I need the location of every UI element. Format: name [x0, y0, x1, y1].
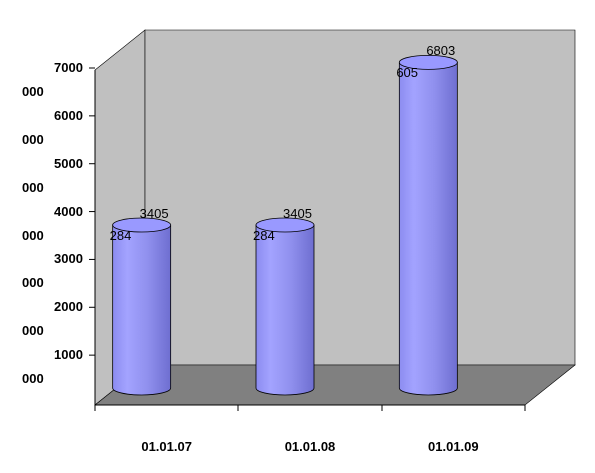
y-tick-label: 2000 000: [22, 299, 83, 339]
x-tick-label: 01.01.07: [141, 439, 192, 454]
y-tick-label: 1000 000: [22, 347, 83, 387]
value-label: 3405 284: [253, 206, 312, 244]
y-tick-label: 7000 000: [22, 60, 83, 99]
x-tick-label: 01.01.08: [284, 439, 336, 454]
bar-top: [398, 54, 458, 70]
y-tick-label: 5000 000: [22, 155, 83, 195]
bar: [255, 217, 315, 396]
bar-top: [255, 217, 315, 233]
value-label: 3405 284: [109, 206, 169, 244]
y-tick-label: 3000 000: [22, 251, 83, 291]
y-tick-label: 4000 000: [22, 203, 83, 243]
bar-body: [112, 224, 172, 396]
bar: [112, 217, 172, 396]
bar-body: [398, 61, 458, 396]
bar-top: [112, 217, 172, 233]
bar: [398, 54, 458, 396]
x-tick-label: 01.01.09: [428, 439, 479, 454]
back-wall: [144, 29, 576, 366]
bar-body: [255, 224, 315, 396]
y-tick-label: 6000 000: [22, 107, 83, 147]
value-label: 6803 605: [396, 43, 456, 81]
